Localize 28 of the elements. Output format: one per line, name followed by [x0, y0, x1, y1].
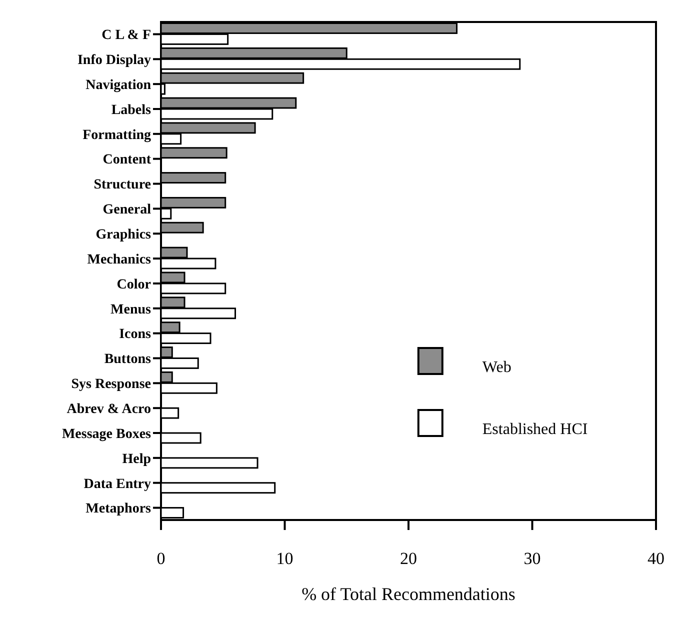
y-tick-label: Mechanics	[87, 252, 152, 268]
x-tick-label: 10	[276, 549, 294, 568]
y-tick-label: Metaphors	[86, 502, 152, 517]
x-tick-label: 20	[400, 549, 417, 568]
y-tick-label: Help	[122, 452, 152, 467]
y-tick-label: Message Boxes	[62, 426, 152, 442]
text: Web	[482, 359, 512, 376]
x-axis-title: % of Total Recommendations	[302, 584, 516, 604]
y-tick-label: Menus	[110, 302, 152, 318]
y-tick-label: Sys Response	[71, 377, 151, 392]
y-tick-label: Buttons	[104, 352, 152, 368]
y-tick-label: Abrev & Acro	[66, 402, 151, 417]
x-tick-label: 30	[524, 549, 541, 568]
y-tick-label: C L & F	[102, 28, 151, 44]
y-tick-label: Data Entry	[84, 476, 151, 492]
text: Established HCI	[482, 421, 588, 438]
x-tick-label: 0	[156, 549, 166, 568]
y-tick-label: Formatting	[82, 128, 151, 143]
y-tick-label: Navigation	[86, 78, 152, 93]
y-tick-label: Graphics	[96, 228, 152, 243]
y-tick-label: General	[102, 202, 152, 218]
y-tick-label: Color	[116, 277, 151, 292]
x-tick-label: 40	[648, 549, 664, 568]
y-tick-label: Labels	[111, 102, 152, 118]
y-tick-label: Info Display	[77, 53, 151, 68]
y-tick-label: Structure	[94, 178, 151, 193]
y-tick-label: Content	[102, 152, 152, 168]
y-tick-label: Icons	[119, 327, 152, 342]
